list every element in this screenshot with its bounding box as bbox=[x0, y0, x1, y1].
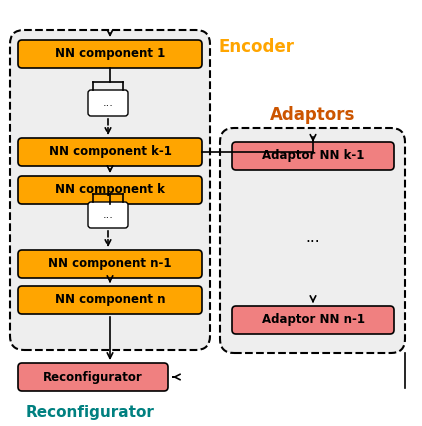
FancyBboxPatch shape bbox=[220, 128, 405, 353]
FancyBboxPatch shape bbox=[10, 30, 210, 350]
FancyBboxPatch shape bbox=[18, 250, 202, 278]
Text: Reconfigurator: Reconfigurator bbox=[43, 371, 143, 383]
FancyBboxPatch shape bbox=[18, 286, 202, 314]
Text: NN component 1: NN component 1 bbox=[55, 48, 165, 60]
FancyBboxPatch shape bbox=[18, 138, 202, 166]
Text: Adaptor NN k-1: Adaptor NN k-1 bbox=[262, 150, 364, 162]
FancyBboxPatch shape bbox=[18, 363, 168, 391]
FancyBboxPatch shape bbox=[88, 90, 128, 116]
Text: NN component n-1: NN component n-1 bbox=[48, 257, 172, 271]
Text: ...: ... bbox=[305, 230, 320, 245]
Text: Adaptor NN n-1: Adaptor NN n-1 bbox=[262, 314, 365, 326]
Text: NN component n: NN component n bbox=[55, 294, 165, 306]
Text: Reconfigurator: Reconfigurator bbox=[26, 405, 155, 420]
FancyBboxPatch shape bbox=[232, 306, 394, 334]
Text: ...: ... bbox=[103, 98, 114, 108]
FancyBboxPatch shape bbox=[18, 40, 202, 68]
Text: Encoder: Encoder bbox=[218, 38, 294, 56]
Text: NN component k-1: NN component k-1 bbox=[49, 146, 171, 158]
Text: ...: ... bbox=[103, 210, 114, 220]
FancyBboxPatch shape bbox=[18, 176, 202, 204]
Text: NN component k: NN component k bbox=[55, 184, 165, 196]
Text: Adaptors: Adaptors bbox=[270, 106, 355, 124]
FancyBboxPatch shape bbox=[232, 142, 394, 170]
FancyBboxPatch shape bbox=[88, 202, 128, 228]
